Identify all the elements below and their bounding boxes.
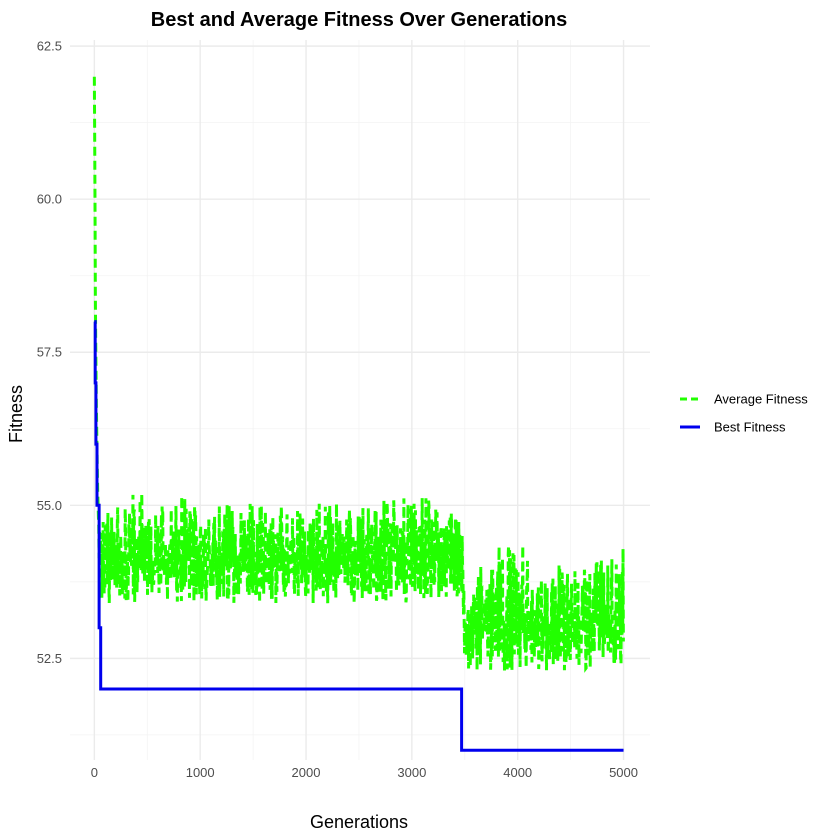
legend-label-best-fitness: Best Fitness (714, 420, 786, 435)
x-tick-label: 2000 (292, 765, 321, 780)
legend: Average Fitness Best Fitness (680, 392, 808, 435)
x-tick-label: 3000 (397, 765, 426, 780)
chart-title: Best and Average Fitness Over Generation… (151, 9, 567, 31)
x-tick-label: 4000 (503, 765, 532, 780)
y-axis-title: Fitness (6, 385, 26, 443)
series-layer (92, 76, 625, 752)
y-tick-label: 55.0 (37, 498, 62, 513)
y-tick-label: 62.5 (37, 39, 62, 54)
y-tick-label: 52.5 (37, 651, 62, 666)
average-fitness-line (92, 76, 625, 673)
x-axis-title: Generations (310, 812, 408, 832)
best-fitness-line (93, 320, 624, 752)
x-tick-label: 1000 (186, 765, 215, 780)
x-tick-label: 0 (91, 765, 98, 780)
y-tick-label: 57.5 (37, 345, 62, 360)
legend-label-average-fitness: Average Fitness (714, 392, 808, 407)
tick-labels: 0 1000 2000 3000 4000 5000 52.5 55.0 57.5 60.0 62.… (37, 39, 638, 780)
y-tick-label: 60.0 (37, 192, 62, 207)
x-tick-label: 5000 (609, 765, 638, 780)
grid (70, 40, 650, 760)
